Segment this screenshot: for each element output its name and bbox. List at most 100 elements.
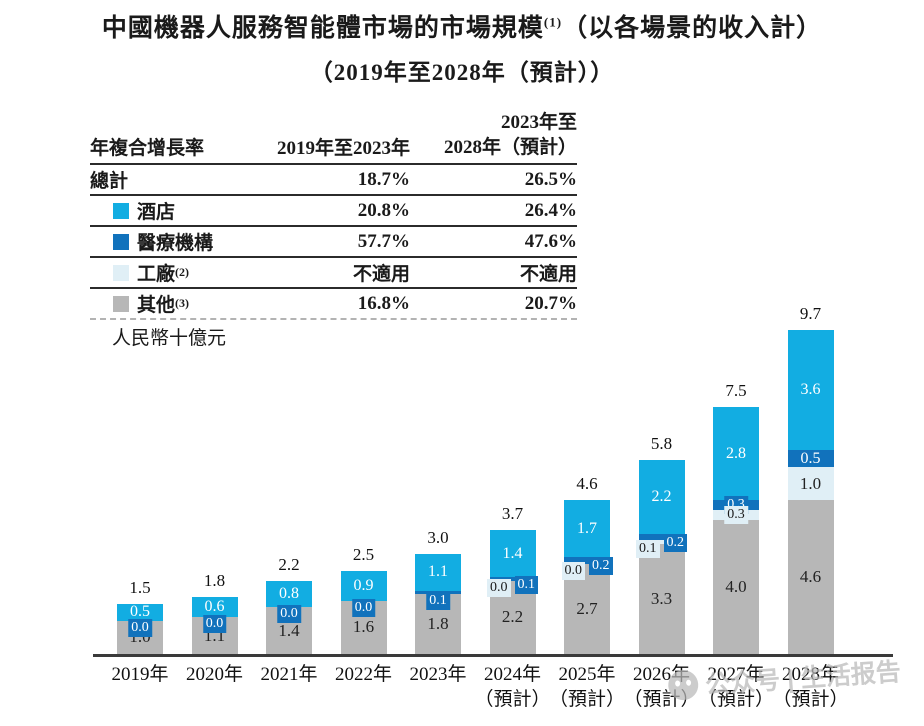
chart-title-footnote-marker: (1) <box>543 14 563 30</box>
segment-hotel <box>266 580 312 608</box>
label-factory-chip: 0.0 <box>487 578 511 597</box>
label-hotel: 1.4 <box>502 544 523 562</box>
chart-title-line2: （2019年至2028年（預計）） <box>309 60 615 85</box>
forecast-suffix: （預計） <box>474 689 551 710</box>
cagr-row-3: 工廠 (2) 不適用 不適用 <box>90 258 577 289</box>
label-other: 1.4 <box>278 620 300 640</box>
chart-title-main: 中國機器人服務智能體市場的市場規模 <box>101 15 544 42</box>
label-factory-chip: 0.3 <box>724 506 748 525</box>
segment-hotel <box>117 603 163 621</box>
label-factory-chip: 0.1 <box>636 540 660 559</box>
year-text: 2024年 <box>483 664 541 685</box>
year-text: 2023年 <box>409 664 467 685</box>
label-other: 2.2 <box>501 607 524 627</box>
x-axis-label-2028年: 2028年 （預計） <box>761 662 861 712</box>
forecast-suffix: （預計） <box>548 689 625 710</box>
bar-group-2028年: 4.6 3.6 0.5 1.0 9.7 <box>787 304 834 654</box>
label-other: 1.6 <box>352 617 375 637</box>
label-hotel: 3.6 <box>800 381 821 399</box>
axis-unit-label: 人民幣十億元 <box>112 328 227 349</box>
legend-swatch <box>113 233 129 250</box>
cagr-header-label: 年複合增長率 <box>90 138 205 159</box>
label-medical-chip: 0.0 <box>128 618 152 637</box>
cagr-row-label: 工廠 (2) <box>90 259 255 286</box>
cagr-row-name: 總計 <box>90 171 129 192</box>
bar-group-2026年: 3.3 2.2 0.2 0.1 5.8 <box>636 320 687 654</box>
cagr-value-period1: 不適用 <box>352 264 410 285</box>
cagr-row-2: 醫療機構 57.7% 47.6% <box>90 227 577 258</box>
legend-swatch <box>113 264 129 281</box>
x-axis-label-2021年: 2021年 <box>239 662 339 687</box>
label-total: 3.0 <box>427 527 449 547</box>
bar-group-2021年: 1.4 0.8 0.0 2.2 <box>266 320 312 654</box>
label-medical-chip: 0.1 <box>514 575 538 594</box>
label-factory-chip: 0.0 <box>561 561 585 580</box>
bar-group-2020年: 1.1 0.6 0.0 1.8 <box>191 320 238 654</box>
cagr-header-period2: 2023年至 2028年（預計） <box>410 110 577 160</box>
chart-title-line1: 中國機器人服務智能體市場的市場規模(1)（以各場景的收入計） <box>0 8 924 44</box>
segment-hotel <box>191 597 238 618</box>
year-text: 2020年 <box>185 664 243 685</box>
segment-hotel <box>489 530 536 578</box>
cagr-value-period1: 20.8% <box>357 199 410 221</box>
cagr-value-period2: 不適用 <box>519 264 577 285</box>
label-hotel: 2.8 <box>726 444 746 462</box>
cagr-value-period2: 20.7% <box>524 292 577 314</box>
label-other: 2.7 <box>576 598 598 618</box>
cagr-row-label: 總計 <box>90 166 255 193</box>
segment-other <box>638 543 685 654</box>
year-text: 2028年 <box>781 664 839 685</box>
segment-medical <box>787 450 834 467</box>
cagr-table-header: 年複合增長率 2019年至2023年 2023年至 2028年（預計） <box>90 110 577 165</box>
chart-area: 1.0 0.5 0.0 1.5 2019年 1.1 0.6 0.0 1.8 2020年 1.4 0.8… <box>93 304 893 710</box>
cagr-header-period2-line2: 2028年（預計） <box>443 137 577 158</box>
cagr-value-period1: 57.7% <box>357 230 410 252</box>
label-other: 1.8 <box>427 613 449 633</box>
label-hotel: 2.2 <box>651 488 672 506</box>
segment-medical <box>489 577 536 581</box>
segment-hotel <box>787 330 834 451</box>
label-hotel: 1.1 <box>428 563 448 581</box>
label-other: 4.0 <box>725 577 747 597</box>
x-axis-label-2020年: 2020年 <box>165 662 265 687</box>
year-text: 2025年 <box>558 664 616 685</box>
bar-group-2027年: 4.0 2.8 0.3 0.3 7.5 <box>713 320 759 654</box>
label-medical-chip: 0.0 <box>202 615 227 634</box>
label-total: 3.7 <box>501 504 524 524</box>
label-total: 2.5 <box>352 544 375 564</box>
segment-other <box>787 500 834 654</box>
cagr-row-4: 其他 (3) 16.8% 20.7% <box>90 289 577 320</box>
footnote-marker: (2) <box>175 265 190 279</box>
label-total: 1.5 <box>129 577 151 597</box>
year-text: 2021年 <box>260 664 318 685</box>
bar-group-2024年: 2.2 1.4 0.1 0.0 3.7 <box>487 320 538 654</box>
cagr-row-0: 總計 18.7% 26.5% <box>90 165 577 196</box>
bar-group-2023年: 1.8 1.1 0.1 3.0 <box>415 320 461 654</box>
label-medical-chip: 0.2 <box>663 534 687 553</box>
label-medical-chip: 0.1 <box>426 591 450 610</box>
segment-factory <box>787 466 834 501</box>
cagr-value-period2: 47.6% <box>524 230 577 252</box>
chart-title-scope: （以各場景的收入計） <box>562 15 823 42</box>
x-axis-label-2022年: 2022年 <box>314 662 414 687</box>
label-hotel: 0.5 <box>130 603 150 621</box>
legend-swatch <box>113 202 129 219</box>
label-total: 9.7 <box>799 304 822 324</box>
label-total: 4.6 <box>576 474 598 494</box>
label-total: 5.8 <box>650 434 673 454</box>
label-total: 1.8 <box>203 571 226 591</box>
year-text: 2022年 <box>334 664 392 685</box>
legend-swatch <box>113 295 129 312</box>
cagr-row-name: 工廠 <box>137 264 176 285</box>
bar-group-2019年: 1.0 0.5 0.0 1.5 <box>117 320 163 654</box>
label-other: 4.6 <box>799 567 822 587</box>
segment-other <box>713 520 759 654</box>
x-axis-label-2023年: 2023年 <box>388 662 488 687</box>
cagr-value-period2: 26.5% <box>524 168 577 190</box>
footnote-marker: (3) <box>175 296 190 310</box>
label-hotel: 0.6 <box>204 598 225 616</box>
label-hotel: 0.8 <box>279 584 299 602</box>
cagr-value-period2: 26.4% <box>524 199 577 221</box>
forecast-suffix: （預計） <box>772 689 849 710</box>
